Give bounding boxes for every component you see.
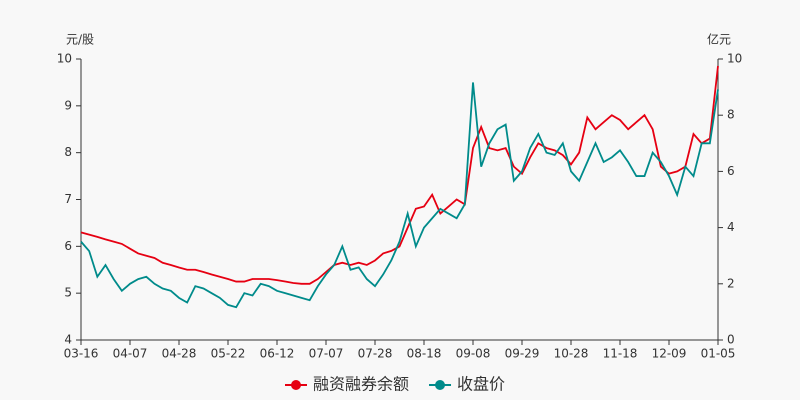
x-tick-label: 11-18 — [603, 347, 638, 361]
x-tick-label: 05-22 — [211, 347, 246, 361]
y-axis-unit: 元/股 — [66, 33, 94, 47]
y2-tick-label: 10 — [727, 52, 742, 66]
legend-marker — [291, 380, 301, 390]
legend-label: 融资融券余额 — [313, 375, 409, 394]
series-line — [80, 82, 719, 309]
x-tick-label: 07-07 — [309, 347, 344, 361]
x-tick-label: 03-16 — [64, 347, 99, 361]
y-tick-label: 10 — [57, 52, 72, 66]
y2-tick-label: 0 — [727, 333, 735, 347]
x-tick-label: 09-08 — [456, 347, 491, 361]
series-line — [80, 65, 719, 285]
x-tick-label: 04-28 — [162, 347, 197, 361]
y2-tick-label: 2 — [727, 276, 735, 290]
y-tick-label: 4 — [64, 333, 72, 347]
y2-axis-unit: 亿元 — [707, 32, 731, 47]
y-tick-label: 7 — [64, 192, 72, 206]
x-tick-label: 06-12 — [260, 347, 295, 361]
y-tick-label: 6 — [64, 239, 72, 253]
x-tick-label: 04-07 — [113, 347, 148, 361]
x-tick-label: 07-28 — [358, 347, 393, 361]
y2-tick-label: 6 — [727, 164, 735, 178]
legend-marker — [435, 380, 446, 390]
x-tick-label: 12-09 — [652, 347, 687, 361]
y-tick-label: 5 — [64, 286, 72, 300]
x-tick-label: 10-28 — [554, 347, 589, 361]
x-tick-label: 09-29 — [505, 347, 540, 361]
y2-tick-label: 8 — [727, 108, 735, 122]
y2-tick-label: 4 — [727, 220, 735, 234]
x-tick-label: 01-05 — [701, 347, 736, 361]
x-tick-label: 08-18 — [407, 347, 442, 361]
legend-label: 收盘价 — [457, 375, 505, 394]
y-tick-label: 9 — [64, 98, 72, 112]
y-tick-label: 8 — [64, 145, 72, 159]
